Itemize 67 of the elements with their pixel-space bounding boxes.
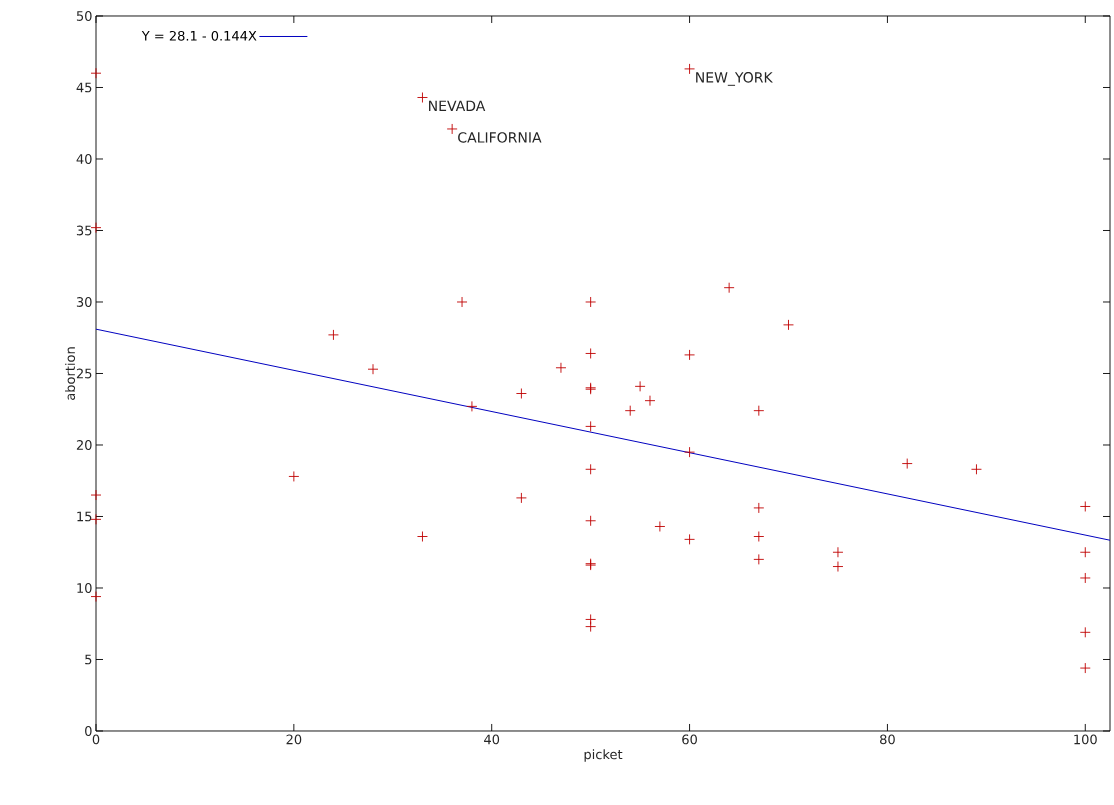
x-tick-label: 80 [880,734,895,745]
point [723,282,735,294]
point [417,92,428,103]
point [585,348,597,359]
point [446,123,458,135]
y-tick-label: 5 [85,654,92,665]
point [684,349,696,361]
point [901,458,913,470]
x-tick-label: 40 [484,734,500,745]
point [783,319,794,331]
point [684,446,696,458]
y-tick-label: 45 [76,82,92,93]
point [90,591,102,603]
y-tick-label: 15 [77,511,92,522]
point [367,363,379,375]
point [466,400,478,412]
point [327,329,339,341]
point [90,67,102,79]
point [515,388,527,399]
y-tick-label: 40 [76,154,92,164]
annotation: CALIFORNIA [458,132,542,143]
point [832,561,844,572]
point [555,362,567,374]
point [585,296,597,308]
y-axis-title: abortion [65,347,76,400]
point [832,546,844,558]
point [634,380,646,392]
point [753,502,765,514]
x-tick-label: 60 [682,734,697,745]
point [515,492,527,504]
point [1079,626,1091,638]
point [1079,662,1091,674]
point [1079,546,1091,558]
point [585,420,597,432]
point [753,531,765,542]
y-tick-label: 0 [85,726,92,736]
x-tick-label: 0 [92,734,100,745]
legend-label: Y = 28.1 - 0.144X [141,30,257,41]
y-tick-label: 35 [76,225,92,236]
point [585,463,597,475]
x-axis-title: picket [584,749,623,762]
point [585,621,597,633]
point [456,296,468,308]
point [654,521,666,532]
point [1079,501,1091,512]
x-tick-label: 20 [286,734,302,745]
point [417,531,428,542]
point [644,395,656,407]
point [585,614,597,625]
y-tick-label: 25 [76,368,92,379]
y-tick-label: 50 [76,11,92,21]
point [90,489,102,501]
point [288,471,300,482]
point [753,553,765,565]
point [684,533,696,545]
point [684,63,696,75]
point [753,405,765,417]
y-tick-label: 10 [77,583,92,593]
annotation: NEVADA [429,100,486,111]
point [624,405,636,417]
x-tick-label: 100 [1074,734,1097,745]
y-tick-label: 20 [76,440,92,450]
annotation: NEW_YORK [696,72,773,86]
point [585,515,597,527]
y-tick-label: 30 [76,297,92,307]
point [971,463,982,475]
point [1079,572,1091,584]
